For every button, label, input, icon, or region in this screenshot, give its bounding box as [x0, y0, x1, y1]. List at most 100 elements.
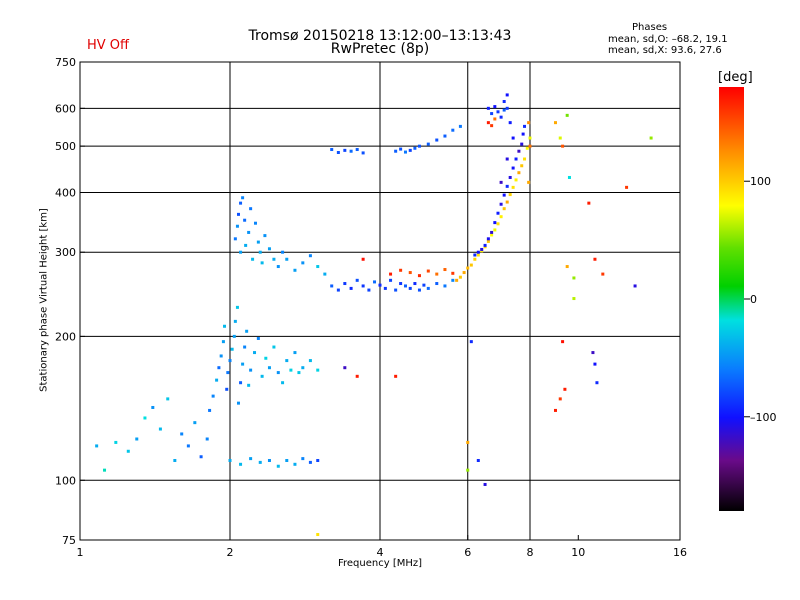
data-point [558, 397, 562, 401]
data-point [355, 278, 359, 282]
data-point [239, 201, 243, 205]
data-point [502, 193, 506, 197]
data-point [233, 237, 237, 241]
x-tick-label: 6 [464, 546, 471, 559]
data-point [413, 282, 417, 286]
data-point [403, 150, 407, 154]
data-point [451, 271, 455, 275]
y-tick-label: 400 [55, 186, 76, 199]
data-point [493, 228, 497, 232]
data-point [276, 265, 280, 269]
data-point [476, 250, 480, 254]
data-point [408, 271, 412, 275]
data-point [355, 148, 359, 152]
data-point [443, 284, 447, 288]
data-point [408, 286, 412, 290]
data-point [373, 280, 377, 284]
data-point [496, 110, 500, 114]
data-point [272, 345, 276, 349]
data-point [483, 243, 487, 247]
data-point [490, 112, 494, 116]
data-point [126, 449, 130, 453]
data-point [260, 261, 264, 265]
data-point [508, 121, 512, 125]
data-point [525, 146, 529, 150]
data-point [408, 148, 412, 152]
data-point [308, 359, 312, 363]
data-point [493, 117, 497, 121]
data-point [499, 180, 503, 184]
data-point [493, 221, 497, 225]
data-point [281, 381, 285, 385]
data-point [553, 121, 557, 125]
data-point [514, 178, 518, 182]
data-point [249, 457, 253, 461]
data-point [217, 366, 221, 370]
data-point [508, 193, 512, 197]
data-point [389, 278, 393, 282]
data-point [239, 462, 243, 466]
data-point [517, 171, 521, 175]
data-point [458, 275, 462, 279]
data-point [330, 148, 334, 152]
data-point [228, 359, 232, 363]
data-point [422, 283, 426, 287]
data-point [558, 136, 562, 140]
data-point [505, 200, 509, 204]
data-point [361, 284, 365, 288]
y-tick-label: 500 [55, 140, 76, 153]
data-point [496, 211, 500, 215]
data-point [211, 394, 215, 398]
data-point [508, 175, 512, 179]
colorbar-tick-label: 0 [750, 293, 757, 306]
data-point [281, 250, 285, 254]
chart-subtitle: RwPretec (8p) [330, 41, 430, 57]
data-point [473, 257, 477, 261]
data-point [223, 324, 227, 328]
y-tick-label: 300 [55, 246, 76, 259]
data-point [502, 207, 506, 211]
x-tick-label: 8 [527, 546, 534, 559]
x-tick-label: 10 [571, 546, 585, 559]
data-point [417, 144, 421, 148]
data-point [135, 437, 139, 441]
phases-title: Phases [632, 22, 668, 33]
data-point [514, 157, 518, 161]
data-point [258, 250, 262, 254]
data-point [394, 374, 398, 378]
data-point [483, 482, 487, 486]
x-tick-label: 16 [673, 546, 687, 559]
y-axis-ticks: 75 100 200 300 400 500 600 750 [55, 56, 85, 547]
data-point [496, 222, 500, 226]
data-point [528, 144, 532, 148]
data-point [469, 263, 473, 267]
data-point [330, 284, 334, 288]
data-point [226, 371, 230, 375]
data-point [486, 121, 490, 125]
data-point [649, 136, 653, 140]
data-point [243, 218, 247, 222]
data-point [247, 383, 251, 387]
data-point [249, 368, 253, 372]
data-point [285, 458, 289, 462]
data-point [258, 460, 262, 464]
data-point [511, 136, 515, 140]
data-point [486, 239, 490, 243]
data-point [355, 374, 359, 378]
data-point [486, 237, 490, 241]
data-point [219, 354, 223, 358]
data-point [403, 284, 407, 288]
data-point [567, 175, 571, 179]
data-point [521, 132, 525, 136]
data-point [215, 378, 219, 382]
data-point [394, 288, 398, 292]
data-point [476, 458, 480, 462]
colorbar-tick-label: –100 [750, 411, 777, 424]
data-point [511, 166, 515, 170]
data-point [193, 421, 197, 425]
data-point [435, 138, 439, 142]
data-point [221, 340, 225, 344]
x-axis-label: Frequency [MHz] [337, 558, 423, 569]
data-point [417, 274, 421, 278]
data-point [593, 362, 597, 366]
